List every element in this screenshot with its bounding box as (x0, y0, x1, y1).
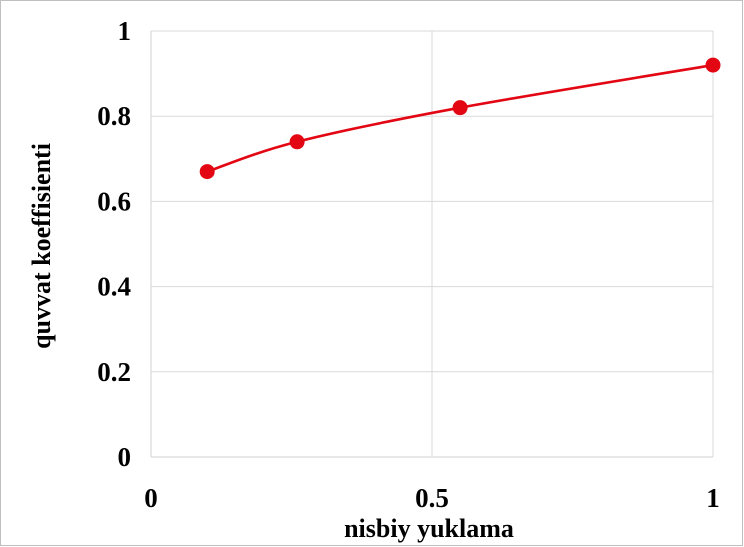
y-axis-title: quvvat koeffisienti (27, 143, 56, 349)
data-point (452, 100, 468, 116)
y-tick-label: 0.4 (97, 272, 131, 302)
data-point (199, 164, 215, 180)
x-tick-label: 1 (706, 483, 720, 513)
x-tick-label: 0 (144, 483, 158, 513)
data-point (289, 134, 305, 150)
y-tick-label: 0.2 (97, 357, 131, 387)
y-tick-label: 0 (118, 442, 132, 472)
y-tick-label: 1 (118, 16, 132, 46)
axes (150, 31, 713, 458)
y-tick-label: 0.8 (97, 101, 131, 131)
grid (151, 30, 714, 457)
series (199, 57, 721, 180)
data-point (705, 57, 721, 73)
y-tick-label: 0.6 (97, 186, 131, 216)
x-tick-label: 0.5 (415, 483, 449, 513)
tick-labels: 0 0.2 0.4 0.6 0.8 1 0 0.5 1 (97, 16, 720, 513)
series-line (206, 63, 714, 173)
x-axis-title: nisbiy yuklama (344, 514, 514, 543)
